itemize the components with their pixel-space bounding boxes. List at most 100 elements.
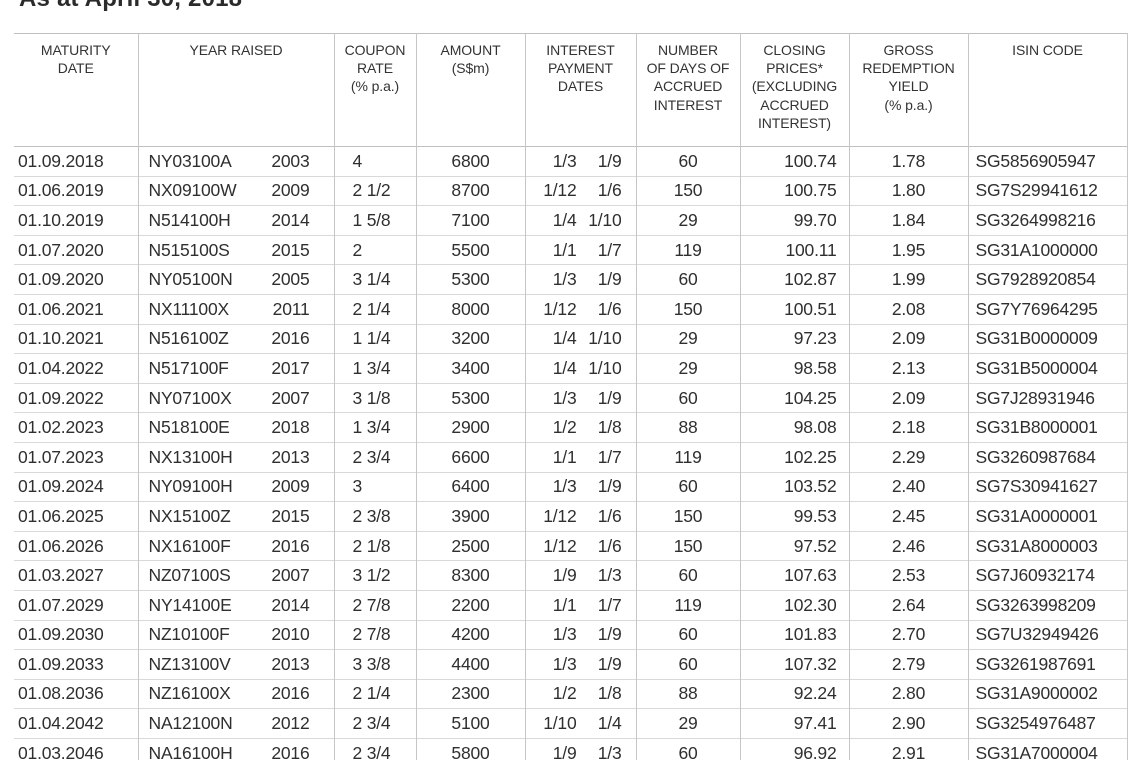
- cell-year-raised: NY07100X 2007: [138, 383, 335, 413]
- cell-year-raised: NY14100E 2014: [138, 590, 335, 620]
- interest-payment-date-1: 1/3: [552, 624, 577, 645]
- cell-closing-price: 102.25: [740, 442, 850, 473]
- cell-interest-payment-dates: 1/3 1/9: [525, 620, 637, 650]
- cell-interest-payment-dates: 1/3 1/9: [525, 146, 637, 177]
- cell-maturity-date: 01.08.2036: [14, 679, 139, 709]
- cell-amount: 6800: [416, 146, 526, 177]
- cell-coupon-rate: 2 3/4: [334, 708, 417, 739]
- issue-code: NY07100X: [148, 387, 232, 408]
- year-raised-value: 2007: [271, 387, 310, 408]
- table-row: 01.07.2020 N515100S 2015 2 5500 1/1 1/7 …: [14, 235, 1128, 265]
- table-row: 01.03.2046 NA16100H 2016 2 3/4 5800 1/9 …: [14, 738, 1128, 760]
- issue-code: N517100F: [148, 357, 229, 378]
- table-header-row: MATURITY DATE YEAR RAISED COUPON RATE (%…: [14, 33, 1128, 147]
- cell-year-raised: NZ10100F 2010: [138, 620, 335, 650]
- cell-closing-price: 103.52: [740, 472, 850, 502]
- cell-amount: 6400: [416, 472, 526, 502]
- cell-isin-code: SG31B8000001: [968, 412, 1128, 443]
- interest-payment-date-1: 1/4: [552, 209, 577, 230]
- cell-closing-price: 102.30: [740, 590, 850, 620]
- cell-gross-redemption-yield: 2.09: [849, 383, 969, 413]
- table-row: 01.02.2023 N518100E 2018 1 3/4 2900 1/2 …: [14, 412, 1128, 443]
- cell-maturity-date: 01.04.2042: [14, 708, 139, 739]
- interest-payment-date-2: 1/9: [597, 624, 622, 645]
- col-header-coupon-rate: COUPON RATE (% p.a.): [334, 33, 417, 147]
- cell-gross-redemption-yield: 2.09: [849, 324, 969, 354]
- cell-isin-code: SG7S30941627: [968, 472, 1128, 502]
- bond-price-table: MATURITY DATE YEAR RAISED COUPON RATE (%…: [14, 33, 1128, 760]
- cell-isin-code: SG31A7000004: [968, 738, 1128, 760]
- cell-closing-price: 104.25: [740, 383, 850, 413]
- cell-coupon-rate: 1 3/4: [334, 353, 417, 384]
- year-raised-value: 2014: [271, 209, 310, 230]
- cell-interest-payment-dates: 1/10 1/4: [525, 708, 637, 739]
- interest-payment-date-2: 1/8: [597, 417, 622, 438]
- interest-payment-date-2: 1/9: [597, 387, 622, 408]
- issue-code: N518100E: [148, 417, 230, 438]
- cell-amount: 5500: [416, 235, 526, 265]
- col-header-gross-redemption-yield: GROSS REDEMPTION YIELD (% p.a.): [849, 33, 969, 147]
- issue-code: NY03100A: [148, 150, 232, 171]
- issue-code: NA12100N: [148, 713, 233, 734]
- cell-isin-code: SG31B0000009: [968, 324, 1128, 354]
- table-row: 01.08.2036 NZ16100X 2016 2 1/4 2300 1/2 …: [14, 679, 1128, 709]
- cell-isin-code: SG31A0000001: [968, 501, 1128, 532]
- cell-gross-redemption-yield: 2.80: [849, 679, 969, 709]
- cell-amount: 4200: [416, 620, 526, 650]
- interest-payment-date-2: 1/10: [588, 209, 622, 230]
- cell-gross-redemption-yield: 2.79: [849, 649, 969, 680]
- interest-payment-date-2: 1/6: [597, 505, 622, 526]
- col-header-year-raised: YEAR RAISED: [138, 33, 335, 147]
- cell-maturity-date: 01.06.2021: [14, 294, 139, 325]
- interest-payment-date-1: 1/4: [552, 328, 577, 349]
- col-header-maturity-date: MATURITY DATE: [14, 33, 139, 147]
- cell-interest-payment-dates: 1/4 1/10: [525, 353, 637, 384]
- issue-code: NX16100F: [148, 535, 231, 556]
- interest-payment-date-1: 1/3: [552, 150, 577, 171]
- year-raised-value: 2012: [271, 713, 310, 734]
- cell-days-accrued: 60: [636, 146, 741, 177]
- cell-amount: 3900: [416, 501, 526, 532]
- interest-payment-date-1: 1/1: [552, 239, 577, 260]
- cell-gross-redemption-yield: 2.45: [849, 501, 969, 532]
- issue-code: NZ07100S: [148, 565, 231, 586]
- cell-interest-payment-dates: 1/3 1/9: [525, 383, 637, 413]
- cell-maturity-date: 01.10.2019: [14, 205, 139, 236]
- interest-payment-date-1: 1/12: [543, 180, 577, 201]
- cell-amount: 7100: [416, 205, 526, 236]
- issue-code: NA16100H: [148, 742, 233, 760]
- cell-isin-code: SG7J60932174: [968, 560, 1128, 591]
- cell-closing-price: 97.41: [740, 708, 850, 739]
- cell-closing-price: 98.58: [740, 353, 850, 384]
- interest-payment-date-2: 1/6: [597, 535, 622, 556]
- table-row: 01.06.2025 NX15100Z 2015 2 3/8 3900 1/12…: [14, 501, 1128, 532]
- col-header-closing-prices: CLOSING PRICES* (EXCLUDING ACCRUED INTER…: [740, 33, 850, 147]
- cell-amount: 3400: [416, 353, 526, 384]
- issue-code: N516100Z: [148, 328, 229, 349]
- cell-closing-price: 102.87: [740, 264, 850, 295]
- cell-isin-code: SG7Y76964295: [968, 294, 1128, 325]
- cell-closing-price: 100.75: [740, 176, 850, 206]
- cell-interest-payment-dates: 1/12 1/6: [525, 294, 637, 325]
- cell-days-accrued: 29: [636, 708, 741, 739]
- cell-gross-redemption-yield: 2.53: [849, 560, 969, 591]
- cell-maturity-date: 01.07.2023: [14, 442, 139, 473]
- cell-isin-code: SG3263998209: [968, 590, 1128, 620]
- issue-code: NX09100W: [148, 180, 237, 201]
- interest-payment-date-2: 1/3: [597, 565, 622, 586]
- cell-gross-redemption-yield: 1.95: [849, 235, 969, 265]
- year-raised-value: 2018: [271, 417, 310, 438]
- col-header-isin-code: ISIN CODE: [968, 33, 1128, 147]
- cell-gross-redemption-yield: 2.13: [849, 353, 969, 384]
- year-raised-value: 2016: [271, 742, 310, 760]
- table-row: 01.06.2026 NX16100F 2016 2 1/8 2500 1/12…: [14, 531, 1128, 561]
- cell-coupon-rate: 2 3/4: [334, 442, 417, 473]
- cell-year-raised: NX13100H 2013: [138, 442, 335, 473]
- issue-code: NZ10100F: [148, 624, 230, 645]
- table-row: 01.06.2019 NX09100W 2009 2 1/2 8700 1/12…: [14, 176, 1128, 206]
- cell-gross-redemption-yield: 2.64: [849, 590, 969, 620]
- issue-code: NX15100Z: [148, 505, 231, 526]
- cell-maturity-date: 01.09.2033: [14, 649, 139, 680]
- issue-code: NX11100X: [148, 298, 230, 319]
- cell-interest-payment-dates: 1/4 1/10: [525, 324, 637, 354]
